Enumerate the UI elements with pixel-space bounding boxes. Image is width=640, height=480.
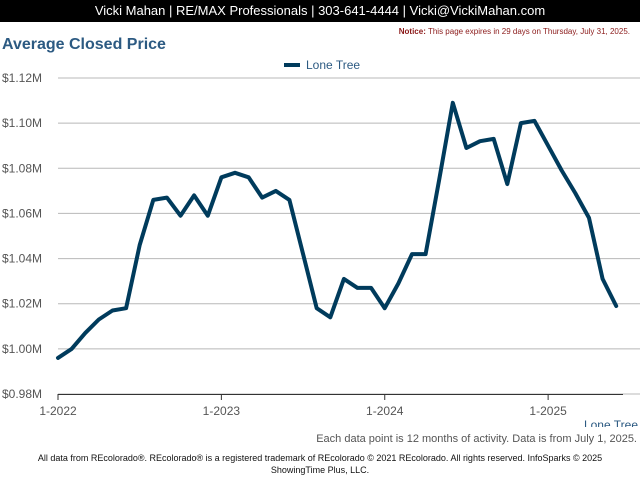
y-tick-label: $1.08M (2, 161, 42, 175)
copyright-footer: All data from REcolorado®. REcolorado® i… (0, 452, 640, 476)
y-tick-label: $1.10M (2, 116, 42, 130)
notice-text: This page expires in 29 days on Thursday… (425, 27, 630, 36)
x-tick-label: 1-2023 (203, 404, 241, 418)
legend-label: Lone Tree (306, 58, 360, 72)
copyright-line-2: ShowingTime Plus, LLC. (270, 465, 370, 475)
y-tick-label: $1.00M (2, 342, 42, 356)
y-tick-label: $0.98M (2, 387, 42, 401)
expiration-notice: Notice: This page expires in 29 days on … (399, 27, 630, 36)
y-tick-label: $1.02M (2, 297, 42, 311)
series-line (56, 100, 619, 360)
y-tick-label: $1.06M (2, 206, 42, 220)
y-tick-label: $1.12M (2, 71, 42, 85)
line-chart: $0.98M $1.00M $1.02M $1.04M $1.06M $1.08M $1.1… (2, 58, 640, 427)
contact-header: Vicki Mahan | RE/MAX Professionals | 303… (0, 0, 640, 22)
x-axis-series-label: Lone Tree (584, 418, 638, 427)
y-tick-label: $1.04M (2, 252, 42, 266)
x-tick-label: 1-2025 (529, 404, 567, 418)
copyright-line-1: All data from REcolorado®. REcolorado® i… (37, 453, 603, 463)
data-footnote: Each data point is 12 months of activity… (316, 433, 637, 445)
x-tick-label: 1-2024 (366, 404, 404, 418)
notice-label: Notice: (398, 27, 426, 36)
chart-title: Average Closed Price (2, 36, 166, 53)
contact-text: Vicki Mahan | RE/MAX Professionals | 303… (94, 3, 546, 18)
x-tick-label: 1-2022 (39, 404, 77, 418)
